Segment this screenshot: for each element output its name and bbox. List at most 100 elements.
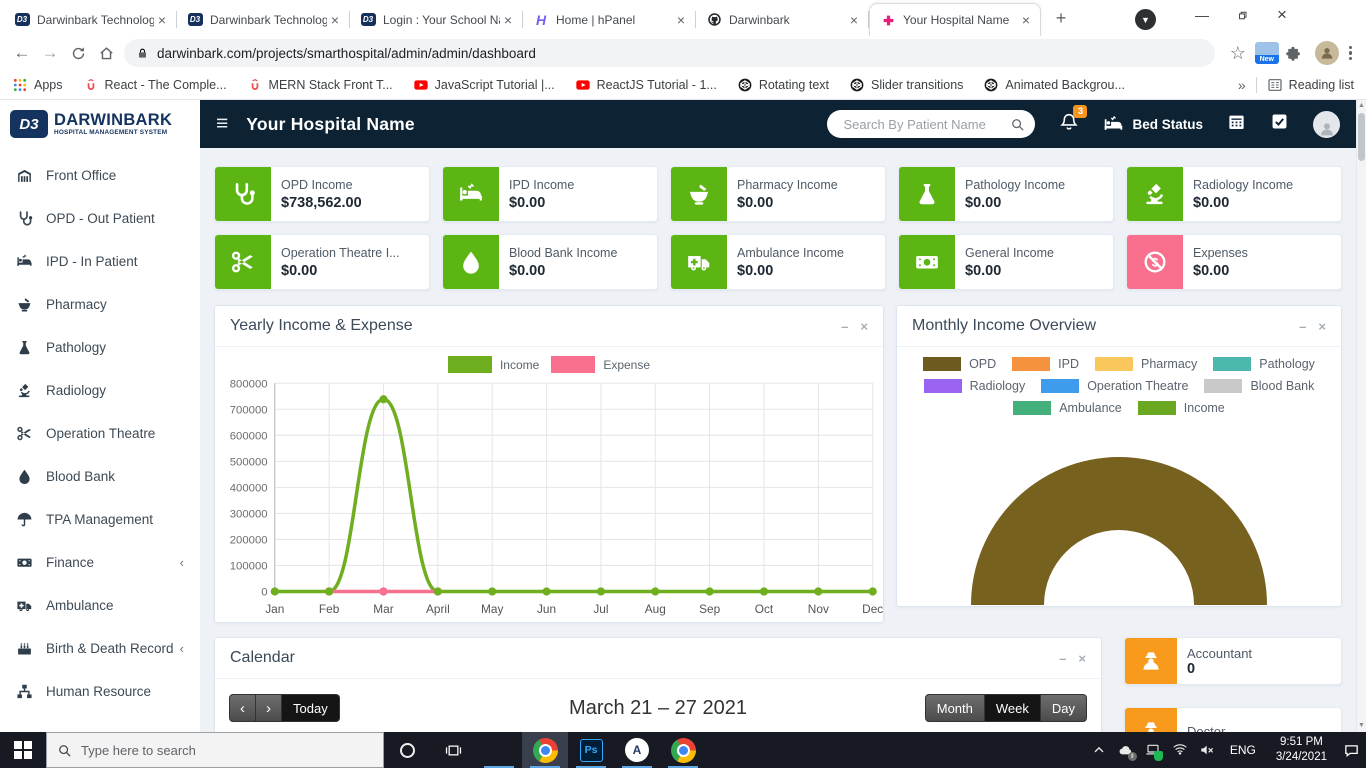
notifications-button[interactable]: 3 — [1059, 104, 1088, 137]
extension-new-icon[interactable]: New — [1254, 42, 1279, 64]
legend-swatch — [923, 379, 962, 393]
browser-menu-icon[interactable] — [1348, 45, 1352, 61]
wifi-icon[interactable] — [1169, 737, 1191, 763]
sidebar-item-tpa-management[interactable]: TPA Management — [0, 498, 200, 541]
sidebar-item-pathology[interactable]: Pathology — [0, 326, 200, 369]
panel-close-icon[interactable]: × — [860, 318, 868, 334]
sidebar-item-human-resource[interactable]: Human Resource — [0, 670, 200, 713]
browser-update-icon[interactable]: ▼ — [1135, 9, 1156, 30]
sidebar-item-ipd-in-patient[interactable]: IPD - In Patient — [0, 240, 200, 283]
tab-close-icon[interactable]: × — [849, 11, 858, 28]
bookmark-star-icon[interactable]: ☆ — [1229, 42, 1246, 63]
reading-list-button[interactable]: Reading list — [1267, 77, 1354, 93]
calendar-prev-button[interactable]: ‹ — [229, 694, 256, 722]
bookmark-item[interactable]: Rotating text — [737, 77, 829, 93]
onedrive-paused-icon[interactable]: ‖ — [1115, 737, 1137, 763]
tray-expand-button[interactable] — [1088, 737, 1110, 763]
security-icon[interactable] — [1142, 737, 1164, 763]
window-minimize-button[interactable]: — — [1195, 7, 1209, 23]
scroll-up-icon[interactable]: ▲ — [1358, 102, 1365, 109]
sidebar-item-birth-death-record[interactable]: Birth & Death Record ‹ — [0, 627, 200, 670]
browser-tab[interactable]: D3 Login : Your School Na × — [350, 3, 522, 36]
chrome-taskbar-button[interactable] — [522, 732, 568, 768]
file-explorer-button[interactable] — [476, 732, 522, 768]
reload-button[interactable] — [64, 39, 92, 67]
browser-profile-avatar[interactable] — [1314, 41, 1339, 65]
calendar-today-button[interactable]: Today — [282, 694, 340, 722]
bookmark-item[interactable]: Animated Backgrou... — [983, 77, 1125, 93]
search-icon[interactable] — [1010, 117, 1025, 132]
bookmark-item[interactable]: MERN Stack Front T... — [247, 77, 393, 93]
forward-button[interactable]: → — [41, 43, 59, 62]
tab-title: Home | hPanel — [556, 12, 636, 27]
browser-tab[interactable]: H Home | hPanel × — [523, 3, 695, 36]
tasks-button[interactable] — [1270, 112, 1289, 136]
sidebar-item-front-office[interactable]: Front Office — [0, 154, 200, 197]
calendar-view-day[interactable]: Day — [1040, 694, 1087, 722]
tab-close-icon[interactable]: × — [157, 11, 166, 28]
bookmark-item[interactable]: ReactJS Tutorial - 1... — [575, 77, 717, 93]
sidebar-item-pharmacy[interactable]: Pharmacy — [0, 283, 200, 326]
bookmark-apps[interactable]: Apps — [12, 77, 63, 93]
panel-close-icon[interactable]: × — [1078, 650, 1086, 666]
bookmarks-overflow-chevron[interactable]: » — [1237, 76, 1246, 93]
bookmark-item[interactable]: Slider transitions — [849, 77, 963, 93]
patient-search-input[interactable] — [841, 115, 1011, 133]
sidebar-item-opd-out-patient[interactable]: OPD - Out Patient — [0, 197, 200, 240]
youtube-icon — [413, 77, 429, 93]
language-indicator[interactable]: ENG — [1229, 743, 1256, 757]
tab-close-icon[interactable]: × — [330, 11, 339, 28]
start-button[interactable] — [0, 732, 46, 768]
volume-muted-icon[interactable] — [1196, 737, 1218, 763]
extensions-puzzle-icon[interactable] — [1281, 40, 1307, 66]
tabs-container: D3 Darwinbark Technolog × D3 Darwinbark … — [4, 3, 1041, 36]
app-taskbar-button[interactable]: A — [614, 732, 660, 768]
browser-tab[interactable]: Darwinbark × — [696, 3, 868, 36]
calendar-view-month[interactable]: Month — [924, 694, 985, 722]
sidebar-item-finance[interactable]: Finance ‹ — [0, 541, 200, 584]
panel-minimize-icon[interactable]: – — [1299, 318, 1307, 334]
browser-tab[interactable]: D3 Darwinbark Technolog × — [4, 3, 176, 36]
panel-minimize-icon[interactable]: – — [1059, 650, 1067, 666]
back-button[interactable]: ← — [13, 43, 31, 62]
sidebar-item-blood-bank[interactable]: Blood Bank — [0, 455, 200, 498]
tab-close-icon[interactable]: × — [503, 11, 512, 28]
new-tab-button[interactable]: + — [1055, 7, 1067, 28]
bookmark-item[interactable]: React - The Comple... — [83, 77, 227, 93]
panel-minimize-icon[interactable]: – — [841, 318, 849, 334]
action-center-button[interactable] — [1340, 737, 1362, 763]
task-view-button[interactable] — [430, 732, 476, 768]
darwinbark-logo[interactable]: D3 DARWINBARK HOSPITAL MANAGEMENT SYSTEM — [0, 100, 200, 148]
taskbar-clock[interactable]: 9:51 PM 3/24/2021 — [1268, 735, 1335, 765]
window-close-button[interactable]: × — [1277, 5, 1287, 24]
url-omnibox[interactable]: darwinbark.com/projects/smarthospital/ad… — [124, 39, 1215, 67]
drop-icon — [458, 249, 484, 275]
bookmark-item[interactable]: JavaScript Tutorial |... — [413, 77, 555, 93]
tab-close-icon[interactable]: × — [1021, 12, 1030, 28]
browser-tab[interactable]: D3 Darwinbark Technolog × — [177, 3, 349, 36]
svg-text:800000: 800000 — [230, 378, 268, 390]
panel-close-icon[interactable]: × — [1318, 318, 1326, 334]
scroll-down-icon[interactable]: ▼ — [1358, 722, 1365, 729]
browser-tab[interactable]: Your Hospital Name × — [869, 3, 1041, 36]
calendar-view-week[interactable]: Week — [984, 694, 1041, 722]
card-body: Pathology Income $0.00 — [955, 167, 1075, 221]
page-scrollbar[interactable]: ▲ ▼ — [1356, 100, 1366, 732]
scrollbar-thumb[interactable] — [1358, 113, 1365, 161]
calendar-next-button[interactable]: › — [256, 694, 282, 722]
sidebar-item-operation-theatre[interactable]: Operation Theatre — [0, 412, 200, 455]
user-avatar[interactable] — [1313, 110, 1340, 138]
cortana-button[interactable] — [384, 732, 430, 768]
sidebar-item-ambulance[interactable]: Ambulance — [0, 584, 200, 627]
taskbar-search[interactable]: Type here to search — [46, 732, 384, 768]
photoshop-taskbar-button[interactable]: Ps — [568, 732, 614, 768]
bed-status-button[interactable]: Bed Status — [1103, 114, 1203, 135]
home-button[interactable] — [92, 39, 120, 67]
menu-hamburger-icon[interactable]: ≡ — [216, 112, 229, 135]
window-restore-button[interactable] — [1222, 0, 1262, 30]
calendar-button[interactable] — [1227, 112, 1246, 136]
patient-search[interactable] — [827, 110, 1036, 138]
chrome2-taskbar-button[interactable] — [660, 732, 706, 768]
tab-close-icon[interactable]: × — [676, 11, 685, 28]
sidebar-item-radiology[interactable]: Radiology — [0, 369, 200, 412]
